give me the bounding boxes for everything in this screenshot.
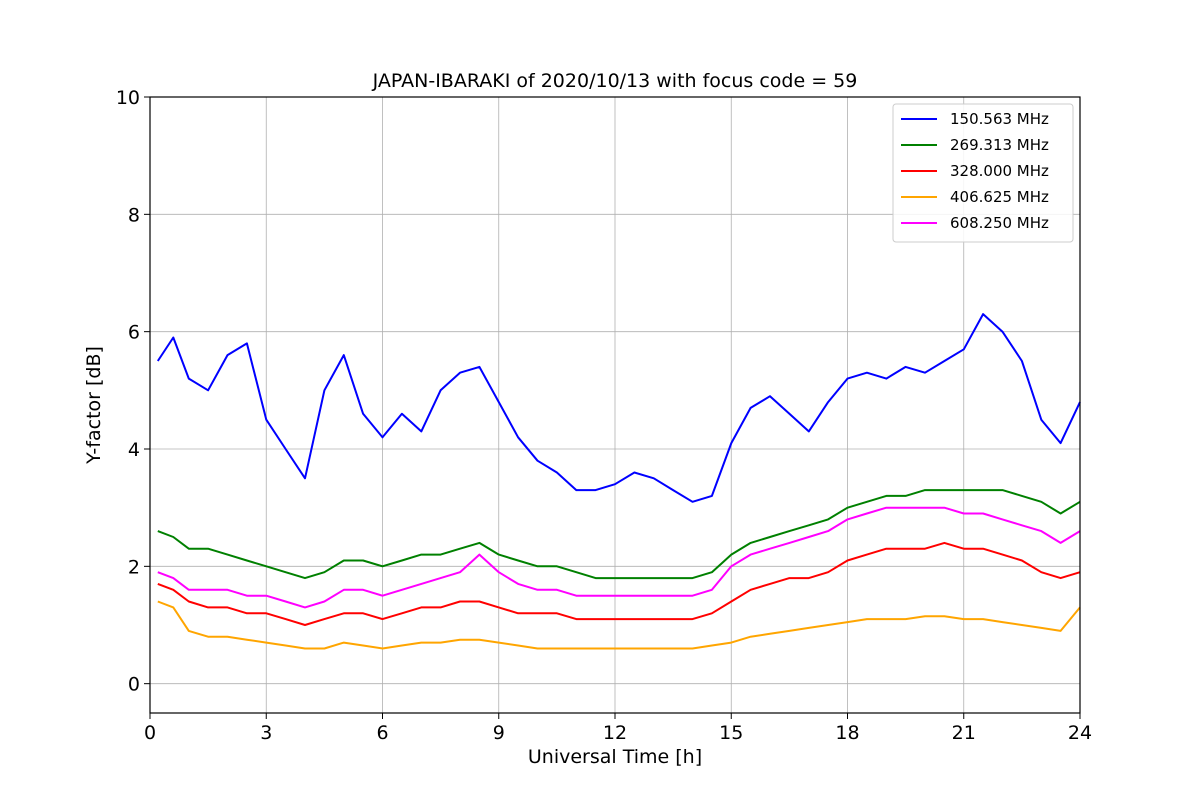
legend-label: 406.625 MHz bbox=[950, 188, 1049, 206]
legend: 150.563 MHz 269.313 MHz 328.000 MHz 406.625… bbox=[892, 103, 1074, 243]
x-tick-label: 0 bbox=[144, 722, 156, 744]
y-tick-label: 8 bbox=[128, 204, 140, 226]
series-line-328-000-mhz bbox=[157, 541, 1081, 626]
series-line-608-250-mhz bbox=[157, 506, 1081, 609]
x-tick-label: 15 bbox=[719, 722, 743, 744]
x-tick-label: 6 bbox=[376, 722, 388, 744]
y-tick-label: 0 bbox=[128, 674, 140, 696]
x-tick-label: 21 bbox=[952, 722, 976, 744]
chart-title: JAPAN-IBARAKI of 2020/10/13 with focus c… bbox=[372, 70, 858, 92]
x-tick-label: 9 bbox=[493, 722, 505, 744]
y-tick-label: 6 bbox=[128, 322, 140, 344]
plot-series bbox=[156, 313, 1081, 650]
legend-box bbox=[892, 103, 1074, 243]
legend-label: 608.250 MHz bbox=[950, 214, 1049, 232]
x-axis-label: Universal Time [h] bbox=[528, 746, 702, 768]
legend-label: 269.313 MHz bbox=[950, 136, 1049, 154]
x-tick-label: 18 bbox=[835, 722, 859, 744]
x-tick-label: 3 bbox=[260, 722, 272, 744]
y-tick-label: 2 bbox=[128, 556, 140, 578]
series-line-150-563-mhz bbox=[156, 313, 1081, 503]
y-tick-label: 10 bbox=[116, 87, 140, 109]
y-tick-label: 4 bbox=[128, 439, 140, 461]
series-line-406-625-mhz bbox=[157, 600, 1081, 650]
legend-label: 150.563 MHz bbox=[950, 110, 1049, 128]
series-line-269-313-mhz bbox=[157, 489, 1081, 580]
y-axis-label: Y-factor [dB] bbox=[83, 346, 105, 465]
x-tick-label: 24 bbox=[1068, 722, 1092, 744]
x-tick-label: 12 bbox=[603, 722, 627, 744]
legend-label: 328.000 MHz bbox=[950, 162, 1049, 180]
